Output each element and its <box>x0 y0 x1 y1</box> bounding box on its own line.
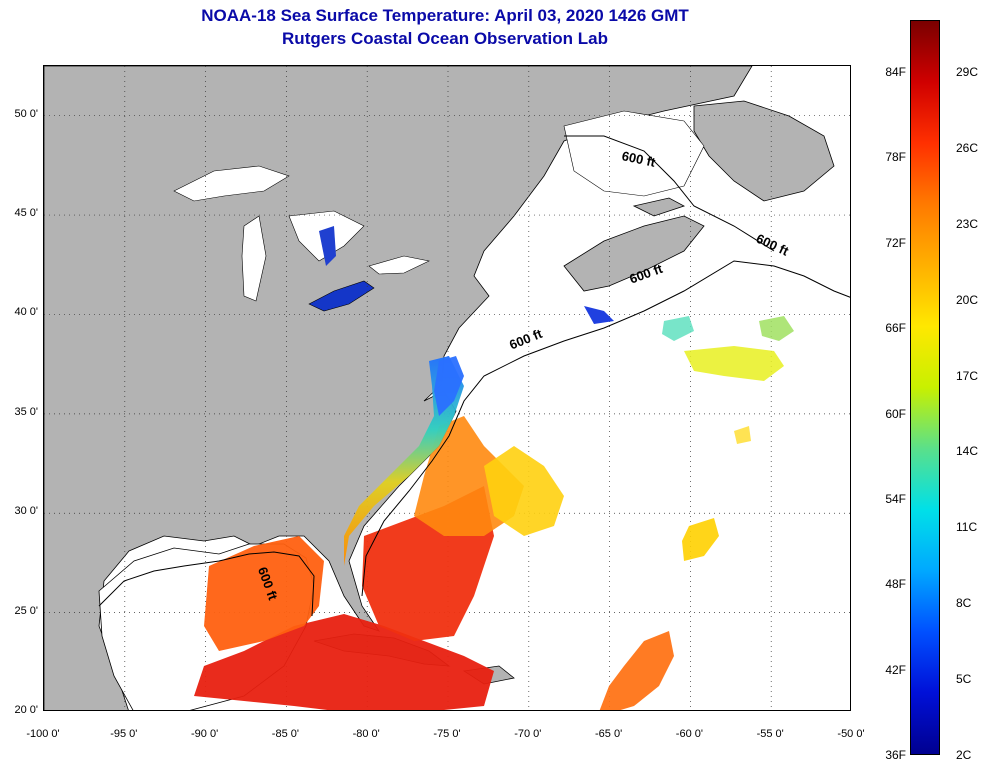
celsius-label: 8C <box>956 596 972 611</box>
sst-map <box>43 65 851 711</box>
lat-tick-label: 20 0' <box>14 704 38 716</box>
lat-tick-label: 50 0' <box>14 107 38 120</box>
pei-land <box>632 197 686 217</box>
lon-tick-label: -55 0' <box>756 728 784 740</box>
sst-coastal-gradient <box>344 356 464 566</box>
lake-michigan <box>241 215 267 302</box>
lon-tick-label: -100 0' <box>26 728 60 740</box>
lake-superior <box>173 165 290 202</box>
sst-northeast-cyan <box>662 316 694 341</box>
lon-tick-label: -95 0' <box>110 728 138 740</box>
depth-contour-600ft <box>98 135 850 617</box>
lon-tick-label: -60 0' <box>675 728 703 740</box>
celsius-label: 2C <box>956 748 972 762</box>
newfoundland-land <box>693 100 835 202</box>
sst-mid-atlantic-yellow <box>682 518 719 561</box>
fahrenheit-label: 42F <box>885 662 906 677</box>
fahrenheit-label: 78F <box>885 150 906 165</box>
lon-tick-label: -80 0' <box>352 728 380 740</box>
lon-tick-label: -70 0' <box>514 728 542 740</box>
fahrenheit-label: 60F <box>885 406 906 421</box>
lon-tick-label: -50 0' <box>837 728 865 740</box>
lat-tick-label: 35 0' <box>14 405 38 418</box>
fahrenheit-label: 72F <box>885 235 906 250</box>
sst-northeast-green <box>759 316 794 341</box>
celsius-label: 17C <box>956 368 979 383</box>
lat-tick-label: 45 0' <box>14 207 38 220</box>
fahrenheit-label: 54F <box>885 491 906 506</box>
celsius-label: 5C <box>956 672 972 687</box>
celsius-label: 26C <box>956 140 979 155</box>
north-america-land <box>44 66 753 710</box>
lon-tick-label: -75 0' <box>433 728 461 740</box>
lon-tick-label: -65 0' <box>595 728 623 740</box>
celsius-label: 23C <box>956 216 979 231</box>
celsius-label: 20C <box>956 292 979 307</box>
sst-chesapeake-blue <box>434 356 464 416</box>
celsius-label: 14C <box>956 444 979 459</box>
fahrenheit-label: 66F <box>885 321 906 336</box>
map-subtitle: Rutgers Coastal Ocean Observation Lab <box>282 29 608 48</box>
celsius-label: 11C <box>956 520 978 535</box>
map-title: NOAA-18 Sea Surface Temperature: April 0… <box>201 6 689 25</box>
sst-northeast-yellow <box>684 346 784 381</box>
lake-huron-sst <box>319 226 336 266</box>
sst-offshore-yellow <box>484 446 564 536</box>
lon-tick-label: -85 0' <box>271 728 299 740</box>
gulf-of-st-lawrence <box>563 110 705 197</box>
lon-tick-label: -90 0' <box>191 728 219 740</box>
fahrenheit-label: 48F <box>885 577 906 592</box>
sst-gulf-orange <box>204 536 324 651</box>
celsius-label: 29C <box>956 65 979 79</box>
lake-ontario <box>368 255 430 275</box>
sst-small-yellow <box>734 426 751 444</box>
temperature-colorbar <box>910 20 940 755</box>
lat-tick-label: 30 0' <box>14 505 38 518</box>
map-canvas <box>44 66 850 710</box>
sst-southeast-orange <box>599 631 674 710</box>
lat-tick-label: 40 0' <box>14 306 38 319</box>
maritimes-land <box>563 215 705 292</box>
lake-erie <box>308 280 375 312</box>
sst-georges-blue <box>584 306 614 324</box>
fahrenheit-label: 84F <box>885 65 906 79</box>
fahrenheit-label: 36F <box>885 748 906 762</box>
sst-caribbean-warm <box>194 614 494 710</box>
lat-tick-label: 25 0' <box>14 604 38 617</box>
